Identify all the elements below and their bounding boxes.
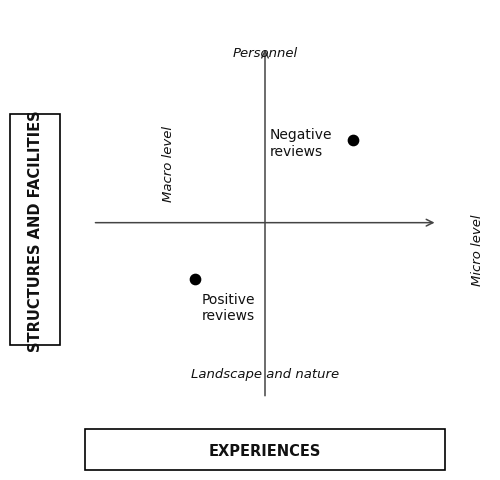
- Text: Macro level: Macro level: [162, 126, 175, 202]
- Text: Landscape and nature: Landscape and nature: [191, 367, 339, 380]
- Point: [348, 137, 356, 145]
- Text: Personnel: Personnel: [232, 47, 298, 60]
- Point: [191, 276, 199, 284]
- Text: STRUCTURES AND FACILITIES: STRUCTURES AND FACILITIES: [28, 110, 44, 351]
- Text: Positive
reviews: Positive reviews: [202, 293, 255, 323]
- Text: EXPERIENCES: EXPERIENCES: [209, 443, 321, 458]
- Text: Negative
reviews: Negative reviews: [270, 128, 332, 158]
- Text: Micro level: Micro level: [471, 214, 484, 285]
